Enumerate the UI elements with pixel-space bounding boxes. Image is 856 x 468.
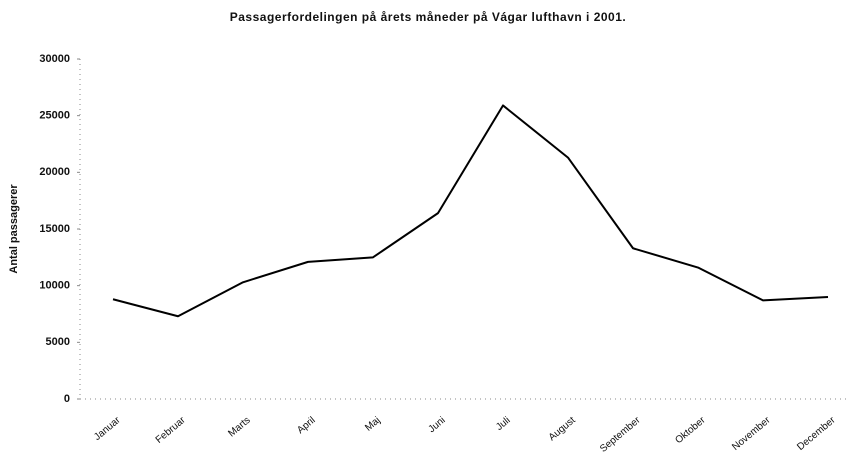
x-tick-label: November	[730, 414, 773, 453]
y-tick-label: 15000	[39, 223, 70, 235]
x-tick-label: Juli	[494, 415, 513, 433]
x-tick-label: August	[547, 415, 578, 444]
y-axis-label: Antal passagerer	[8, 184, 20, 274]
line	[112, 104, 829, 318]
y-tick-label: 30000	[39, 53, 70, 65]
chart-title: Passagerfordelingen på årets måneder på …	[230, 10, 626, 24]
y-tick-label: 25000	[39, 110, 70, 122]
x-tick-label: September	[598, 414, 643, 454]
y-tick-label: 10000	[39, 280, 70, 292]
x-tick-label: Marts	[226, 415, 252, 439]
x-tick-label: Februar	[154, 414, 188, 445]
y-tick-label: 5000	[46, 336, 70, 348]
y-tick-label: 20000	[39, 166, 70, 178]
x-tick-label: April	[295, 415, 317, 436]
x-tick-label: Oktober	[673, 414, 708, 446]
x-tick-label: Maj	[363, 415, 382, 434]
y-tick-label: 0	[64, 393, 70, 405]
x-tick-label: December	[795, 414, 838, 453]
x-tick-label: Juni	[426, 415, 447, 435]
x-tick-label: Januar	[92, 414, 123, 443]
